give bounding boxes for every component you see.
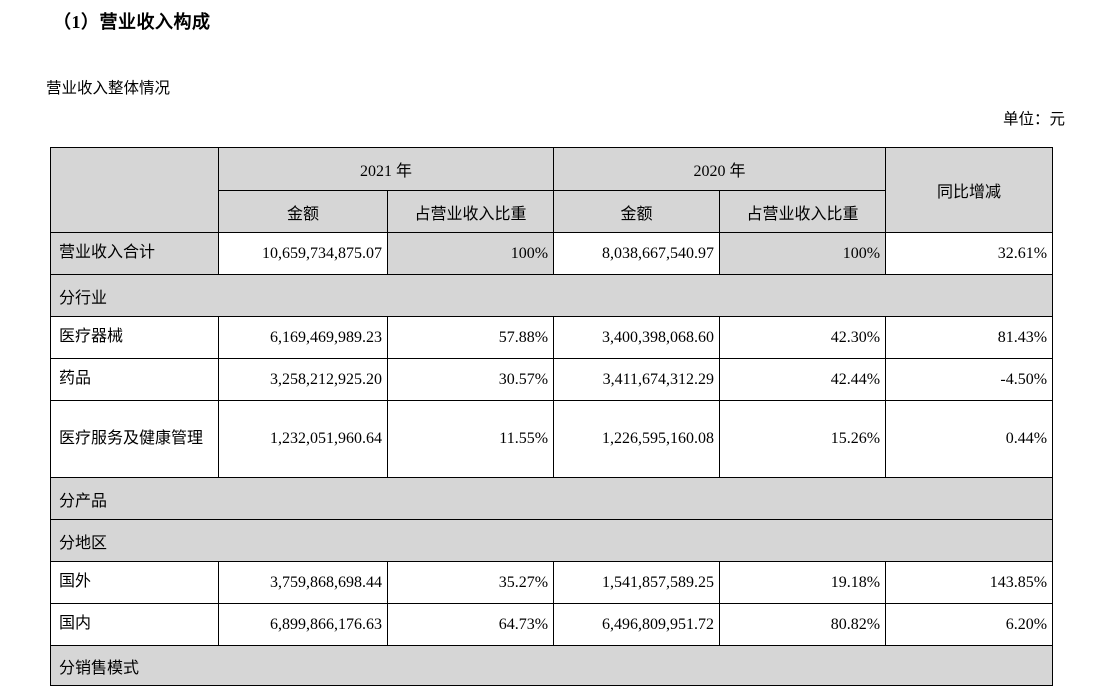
section-label-cell: 分销售模式 (49, 645, 1054, 686)
amount-2021-cell: 1,232,051,960.64 (218, 400, 388, 478)
ratio-2020-cell: 42.44% (719, 358, 887, 401)
amount-2021-cell: 3,258,212,925.20 (218, 358, 388, 401)
section-subtitle: 营业收入整体情况 (46, 80, 171, 97)
amount-2021-cell: 3,759,868,698.44 (218, 561, 388, 604)
section-row: 分产品 (49, 477, 1054, 520)
yoy-cell: 81.43% (885, 316, 1054, 359)
table-row: 国外 3,759,868,698.44 35.27% 1,541,857,589.25… (50, 561, 1054, 604)
yoy-cell: 32.61% (885, 232, 1054, 275)
section-row: 分行业 (49, 274, 1054, 317)
ratio-2021-cell: 35.27% (386, 561, 555, 604)
header-row-metrics: 金额 占营业收入比重 金额 占营业收入比重 (51, 190, 1053, 233)
header-ratio-2021: 占营业收入比重 (386, 190, 555, 233)
yoy-cell: -4.50% (885, 358, 1054, 401)
table-row: 国内 6,899,866,176.63 64.73% 6,496,809,951.72… (50, 603, 1054, 646)
row-label-cell: 国外 (50, 561, 219, 604)
amount-2020-cell: 6,496,809,951.72 (553, 603, 721, 646)
yoy-cell: 0.44% (885, 400, 1054, 478)
table-row: 医疗服务及健康管理 1,232,051,960.64 11.55% 1,226,595… (50, 400, 1054, 478)
ratio-2020-cell: 19.18% (719, 561, 887, 604)
section-row: 分销售模式 (49, 645, 1054, 686)
ratio-2021-cell: 57.88% (386, 316, 555, 359)
row-label-cell: 医疗服务及健康管理 (50, 400, 219, 478)
ratio-2020-cell: 80.82% (719, 603, 887, 646)
page-title: （1）营业收入构成 (53, 12, 211, 32)
header-row-years: 2021 年 2020 年 同比增减 (50, 147, 1054, 233)
header-year-2020: 2020 年 (553, 147, 887, 191)
yoy-cell: 143.85% (885, 561, 1054, 604)
revenue-composition-table: 2021 年 2020 年 同比增减 金额 占营业收入比重 金额 占营业收入比重… (49, 147, 1054, 686)
table-row: 营业收入合计 10,659,734,875.07 100% 8,038,667,540… (50, 232, 1054, 275)
row-label-cell: 医疗器械 (50, 316, 219, 359)
amount-2021-cell: 10,659,734,875.07 (218, 232, 388, 275)
amount-2021-cell: 6,899,866,176.63 (218, 603, 388, 646)
header-amount-2020: 金额 (553, 190, 721, 233)
header-year-2021: 2021 年 (217, 147, 555, 191)
section-label-cell: 分产品 (49, 477, 1054, 520)
ratio-2021-cell: 11.55% (386, 400, 555, 478)
header-amount-2021: 金额 (218, 190, 388, 233)
ratio-2021-cell: 30.57% (386, 358, 555, 401)
yoy-cell: 6.20% (885, 603, 1054, 646)
table-row: 药品 3,258,212,925.20 30.57% 3,411,674,312.29… (50, 358, 1054, 401)
amount-2020-cell: 3,411,674,312.29 (553, 358, 721, 401)
ratio-2020-cell: 42.30% (719, 316, 887, 359)
ratio-2021-cell: 64.73% (386, 603, 555, 646)
amount-2020-cell: 1,226,595,160.08 (553, 400, 721, 478)
ratio-2020-cell: 15.26% (719, 400, 887, 478)
corner-cell (50, 147, 219, 233)
table-row: 医疗器械 6,169,469,989.23 57.88% 3,400,398,068.… (50, 316, 1054, 359)
row-label-cell: 国内 (50, 603, 219, 646)
header-yoy: 同比增减 (885, 147, 1054, 233)
amount-2021-cell: 6,169,469,989.23 (218, 316, 388, 359)
unit-label: 单位：元 (1002, 111, 1065, 128)
amount-2020-cell: 8,038,667,540.97 (553, 232, 721, 275)
section-label-cell: 分行业 (49, 274, 1054, 317)
row-label-cell: 营业收入合计 (50, 232, 219, 275)
ratio-2020-cell: 100% (719, 232, 887, 275)
section-row: 分地区 (49, 519, 1054, 562)
header-ratio-2020: 占营业收入比重 (719, 190, 887, 233)
row-label-cell: 药品 (50, 358, 219, 401)
amount-2020-cell: 1,541,857,589.25 (553, 561, 721, 604)
amount-2020-cell: 3,400,398,068.60 (553, 316, 721, 359)
ratio-2021-cell: 100% (386, 232, 555, 275)
section-label-cell: 分地区 (49, 519, 1054, 562)
